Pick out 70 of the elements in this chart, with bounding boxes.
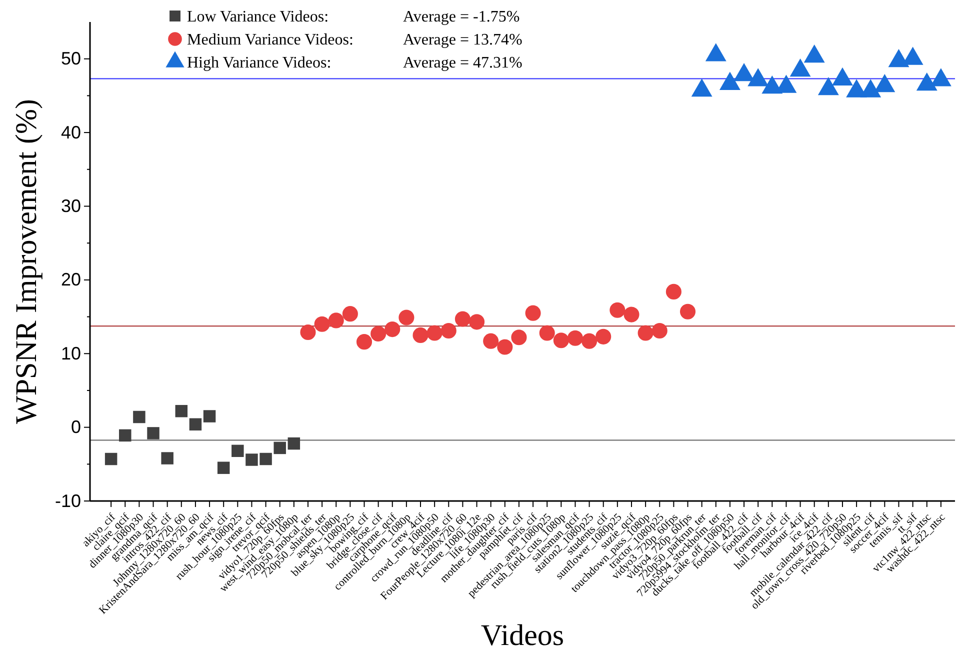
point: [300, 324, 316, 340]
point: [104, 452, 118, 466]
annotation: Average = 47.31%: [403, 54, 522, 72]
annotation: Average = -1.75%: [403, 8, 520, 26]
point: [705, 43, 726, 62]
point: [440, 323, 456, 339]
point: [147, 427, 160, 440]
point: [680, 304, 696, 320]
point: [370, 326, 386, 342]
legend-label: Medium Variance Videos:: [187, 32, 354, 49]
y-tick-label: 20: [60, 270, 81, 290]
point: [161, 452, 174, 464]
point: [342, 306, 358, 322]
annotation: Average = 13.74%: [403, 32, 522, 49]
y-tick-label: 10: [60, 343, 81, 364]
point: [860, 79, 882, 98]
point: [260, 452, 272, 466]
point: [719, 72, 740, 90]
point: [511, 330, 527, 346]
point: [398, 310, 414, 326]
point: [189, 418, 202, 430]
point: [818, 76, 839, 96]
point: [539, 325, 555, 341]
point: [691, 78, 712, 97]
point: [666, 284, 682, 300]
point: [274, 442, 286, 454]
point: [553, 332, 569, 348]
point: [734, 62, 754, 82]
point: [119, 429, 132, 442]
point: [804, 44, 825, 63]
point: [232, 444, 244, 458]
point: [483, 333, 499, 349]
point: [624, 306, 640, 322]
point: [888, 48, 910, 68]
point: [384, 322, 400, 338]
point: [328, 312, 344, 328]
y-axis-title: WPSNR Improvement (%): [10, 99, 43, 424]
point: [790, 58, 811, 77]
x-axis-title: Videos: [480, 619, 564, 652]
point: [412, 327, 428, 343]
point: [246, 454, 258, 466]
point: [874, 74, 896, 92]
point: [596, 328, 612, 344]
point: [426, 325, 442, 341]
point: [638, 325, 654, 341]
point: [288, 437, 300, 450]
point: [832, 67, 853, 86]
point: [203, 410, 216, 422]
legend-label: High Variance Videos:: [187, 54, 332, 72]
point: [356, 334, 372, 350]
point: [314, 316, 330, 332]
y-tick-label: 50: [60, 48, 81, 69]
y-tick-label: 0: [70, 417, 81, 438]
y-tick-label: 30: [60, 196, 81, 216]
point: [652, 323, 668, 339]
point: [454, 311, 470, 327]
point: [525, 305, 541, 321]
point: [567, 330, 584, 346]
point: [916, 72, 938, 91]
point: [133, 410, 146, 424]
point: [468, 314, 485, 330]
point: [175, 404, 188, 418]
legend-label: Low Variance Videos:: [187, 8, 329, 26]
y-tick-label: 40: [60, 122, 81, 142]
y-tick-label: -10: [54, 490, 81, 511]
point: [582, 333, 598, 349]
point: [748, 68, 769, 86]
point: [610, 302, 626, 318]
point: [217, 462, 230, 474]
point: [497, 339, 513, 355]
